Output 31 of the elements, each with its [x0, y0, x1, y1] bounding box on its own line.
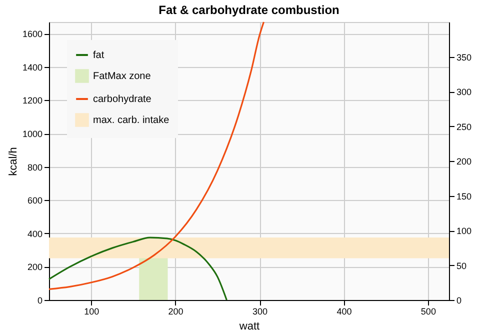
x-axis-title: watt — [238, 320, 260, 332]
x-tick-label: 200 — [168, 306, 184, 316]
x-tick-label: 500 — [420, 306, 436, 316]
legend-label: FatMax zone — [93, 71, 152, 82]
line-series — [48, 236, 228, 301]
y-tick-label: 800 — [27, 162, 42, 172]
y-tick-label: 400 — [27, 228, 42, 239]
y-tick-label: 0 — [37, 296, 42, 306]
y2-tick-label: 200 — [456, 156, 472, 166]
y-tick-label: 1400 — [22, 62, 42, 72]
y2-tick-label: 350 — [456, 52, 472, 62]
y-tick-label: 600 — [27, 196, 42, 206]
x-tick-label: 400 — [336, 306, 352, 316]
chart-title: Fat & carbohydrate combustion — [158, 3, 340, 18]
x-tick-label: 100 — [84, 306, 100, 316]
y2-tick-label: 300 — [456, 87, 472, 97]
x-tick-label: 300 — [252, 306, 268, 316]
y-tick-label: 200 — [27, 262, 42, 272]
y-axis-title: kcal/h — [7, 147, 20, 176]
y2-tick-label: 50 — [456, 260, 467, 271]
y-tick-label: 1200 — [22, 96, 42, 106]
legend-label: carbohydrate — [93, 94, 152, 105]
y2-tick-label: 100 — [456, 226, 472, 236]
y-tick-label: 1000 — [22, 129, 42, 140]
line-series — [48, 21, 265, 290]
y2-tick-label: 250 — [456, 122, 472, 132]
legend-label: max. carb. intake — [93, 115, 170, 126]
y2-tick-label: 150 — [456, 191, 472, 202]
legend-label: fat — [93, 50, 104, 61]
y2-tick-label: 0 — [456, 296, 462, 306]
y-tick-label: 1600 — [22, 29, 42, 40]
